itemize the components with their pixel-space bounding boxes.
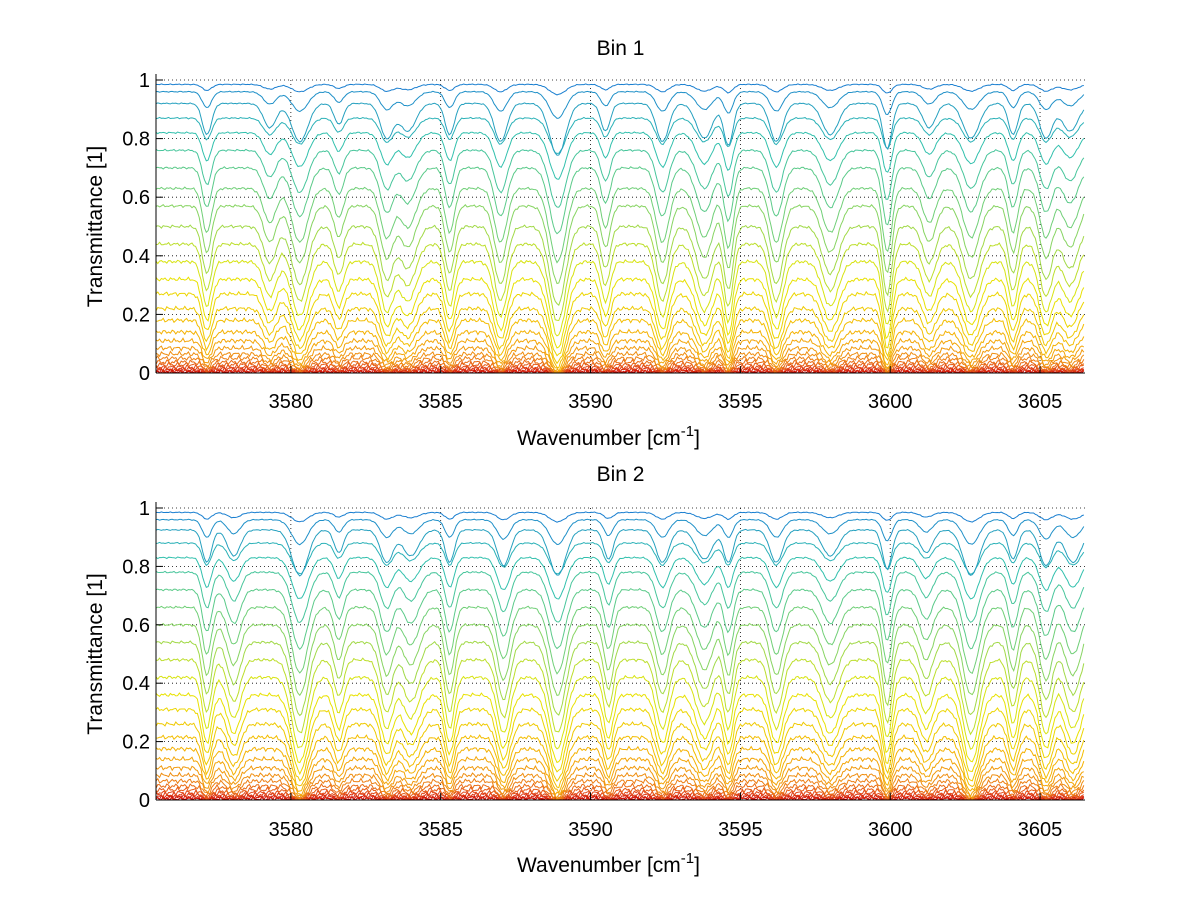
y-tick-label: 0: [139, 363, 150, 385]
x-tick-label: 3600: [868, 819, 913, 841]
series-line-9: [156, 771, 1085, 800]
series-line-16: [156, 276, 1085, 349]
series-line-24: [156, 556, 1085, 600]
series-line-14: [156, 721, 1085, 783]
x-tick-label: 3595: [718, 391, 763, 413]
y-tick-label: 0: [139, 790, 150, 812]
series-line-11: [156, 755, 1084, 798]
y-tick-label: 0.2: [122, 732, 150, 754]
series-line-15: [156, 290, 1085, 357]
series-line-13: [156, 734, 1085, 789]
series-line-7: [156, 782, 1085, 800]
x-tick-label: 3600: [868, 391, 913, 413]
series-line-25: [156, 541, 1085, 575]
series-line-24: [156, 131, 1085, 180]
series-line-21: [156, 186, 1085, 264]
series-line-7: [156, 358, 1085, 373]
series-group: [156, 83, 1085, 373]
y-tick-label: 0.6: [122, 615, 150, 637]
chart-title: Bin 1: [597, 37, 645, 60]
series-line-12: [156, 745, 1085, 794]
series-line-20: [156, 203, 1085, 285]
x-tick-label: 3590: [568, 391, 613, 413]
series-line-14: [156, 305, 1085, 365]
y-tick-label: 0.8: [122, 129, 150, 151]
series-line-16: [156, 692, 1085, 764]
series-line-13: [156, 316, 1085, 369]
series-group: [156, 511, 1085, 800]
series-line-10: [156, 344, 1085, 373]
series-line-15: [156, 706, 1085, 776]
series-line-9: [156, 350, 1085, 373]
series-line-17: [156, 258, 1085, 337]
series-line-28: [156, 511, 1084, 523]
x-axis-label: Wavenumber [cm-1]: [517, 850, 700, 877]
series-line-19: [156, 640, 1085, 717]
y-tick-label: 1: [139, 498, 150, 520]
x-tick-label: 3595: [718, 819, 763, 841]
series-line-22: [156, 166, 1085, 235]
y-axis-label: Transmittance [1]: [84, 146, 107, 307]
y-tick-label: 0.4: [122, 246, 150, 268]
x-axis-label: Wavenumber [cm-1]: [517, 423, 700, 450]
series-line-10: [156, 764, 1085, 799]
series-line-8: [156, 354, 1085, 373]
x-tick-label: 3605: [1018, 391, 1063, 413]
series-line-27: [156, 90, 1085, 119]
x-tick-label: 3590: [568, 819, 613, 841]
series-line-11: [156, 337, 1085, 373]
series-line-22: [156, 588, 1085, 650]
chart-title: Bin 2: [597, 463, 645, 486]
series-line-19: [156, 224, 1085, 306]
x-tick-label: 3585: [418, 819, 463, 841]
series-line-28: [156, 83, 1084, 96]
series-line-25: [156, 116, 1085, 154]
series-line-18: [156, 657, 1085, 736]
series-line-26: [156, 102, 1085, 156]
y-tick-label: 0.6: [122, 187, 150, 209]
series-line-2: [156, 793, 1085, 800]
series-line-6: [156, 785, 1085, 800]
series-line-23: [156, 570, 1085, 624]
x-tick-label: 3585: [418, 391, 463, 413]
x-tick-label: 3580: [269, 391, 314, 413]
series-line-17: [156, 674, 1085, 750]
plot-area: [156, 508, 1085, 800]
y-tick-label: 1: [139, 70, 150, 92]
series-line-21: [156, 605, 1085, 675]
chart-panel-2: 0 0.2 0.4 0.6 0.8 1 3580 3585 3590 3595 3600 3605 Bi…: [84, 463, 1085, 877]
series-line-20: [156, 622, 1085, 697]
x-tick-label: 3605: [1018, 819, 1063, 841]
y-tick-label: 0.2: [122, 304, 150, 326]
y-tick-label: 0.8: [122, 556, 150, 578]
series-line-18: [156, 241, 1085, 322]
series-line-12: [156, 328, 1085, 373]
chart-panel-1: 0 0.2 0.4 0.6 0.8 1 3580 3585 3590 3595 3600 3605 Bi…: [84, 37, 1085, 450]
y-axis-label: Transmittance [1]: [84, 573, 107, 734]
series-line-23: [156, 148, 1085, 208]
series-line-26: [156, 528, 1085, 577]
y-tick-label: 0.4: [122, 673, 150, 695]
series-line-27: [156, 518, 1085, 546]
series-line-8: [156, 777, 1085, 800]
x-tick-label: 3580: [269, 819, 314, 841]
